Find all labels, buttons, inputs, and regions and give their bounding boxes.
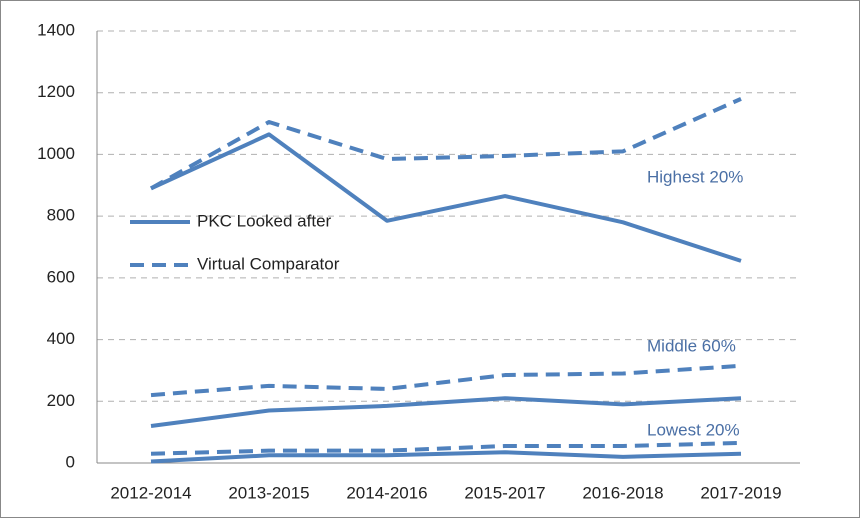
x-tick-label: 2012-2014: [110, 483, 191, 502]
series-line: [150, 363, 742, 398]
x-tick-label: 2017-2019: [700, 483, 781, 502]
x-tick-label: 2014-2016: [346, 483, 427, 502]
y-tick-label: 400: [47, 329, 75, 348]
x-tick-label: 2013-2015: [228, 483, 309, 502]
x-tick-label: 2016-2018: [582, 483, 663, 502]
y-tick-label: 1200: [37, 82, 75, 101]
legend-label: PKC Looked after: [197, 211, 332, 230]
series-line: [150, 440, 742, 456]
series-line: [150, 97, 742, 191]
legend-label: Virtual Comparator: [197, 254, 340, 273]
band-label: Middle 60%: [647, 336, 736, 355]
x-tick-label: 2015-2017: [464, 483, 545, 502]
series-line: [150, 396, 742, 428]
band-label: Lowest 20%: [647, 420, 740, 439]
y-tick-label: 1400: [37, 20, 75, 39]
y-tick-label: 600: [47, 267, 75, 286]
y-tick-label: 0: [66, 452, 75, 471]
y-tick-label: 200: [47, 391, 75, 410]
series-line: [150, 132, 742, 263]
series-line: [150, 450, 742, 464]
y-tick-label: 800: [47, 206, 75, 225]
band-label: Highest 20%: [647, 167, 743, 186]
y-tick-label: 1000: [37, 144, 75, 163]
